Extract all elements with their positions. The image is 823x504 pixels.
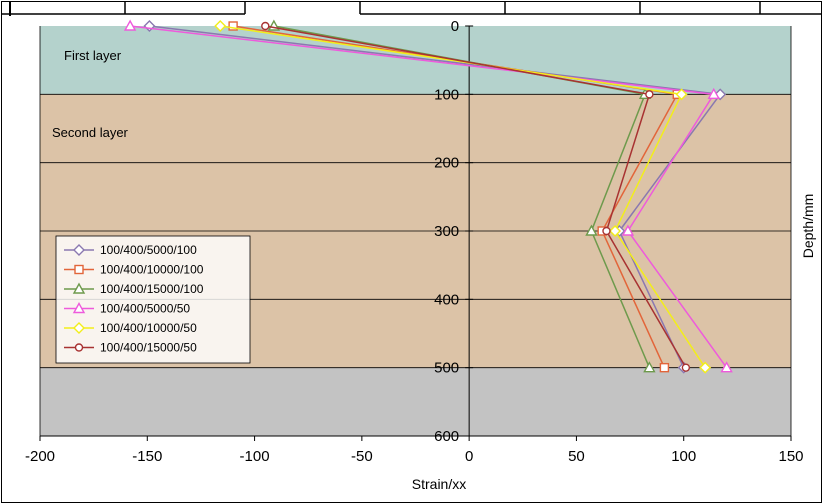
x-tick-label-3: -50	[351, 448, 373, 465]
series-3-point-1	[707, 87, 720, 100]
x-tick-label-7: 150	[778, 448, 803, 465]
series-3-point-2	[621, 224, 635, 236]
legend-label-5: 100/400/15000/50	[100, 341, 197, 355]
series-5	[261, 21, 691, 372]
legend-marker-5	[74, 343, 84, 352]
series-group	[123, 19, 733, 374]
legend: 100/400/5000/100 100/400/10000/100 100/400…	[55, 235, 251, 364]
series-3-point-3	[720, 361, 733, 373]
series-line-4	[220, 25, 706, 369]
y-tick-label-3: 300	[434, 223, 459, 240]
layer-label-1: Second layer	[52, 125, 129, 140]
series-5-point-0	[261, 21, 270, 31]
series-4-point-1	[675, 88, 688, 101]
series-4-point-0	[214, 20, 227, 32]
series-2-point-3	[643, 361, 656, 373]
series-5-point-2	[602, 226, 611, 236]
y-tick-label-1: 100	[434, 86, 459, 103]
x-tick-label-0: -200	[25, 448, 55, 465]
series-4-point-3	[699, 361, 712, 374]
series-line-0	[149, 25, 722, 368]
series-3-point-0	[123, 19, 137, 31]
layer-labels: First layer Second layer	[52, 48, 129, 140]
series-line-3	[130, 25, 728, 369]
legend-label-0: 100/400/5000/100	[100, 243, 197, 257]
legend-label-3: 100/400/5000/50	[100, 302, 190, 316]
series-5-point-1	[645, 90, 654, 99]
legend-label-4: 100/400/10000/50	[100, 321, 197, 335]
legend-marker-2	[72, 282, 86, 294]
x-tick-label-4: 0	[465, 448, 473, 465]
y-tick-label-4: 400	[434, 291, 459, 308]
layer-band-2	[40, 367, 791, 436]
legend-label-2: 100/400/15000/100	[100, 282, 204, 296]
x-axis-title: Strain/xx	[412, 476, 466, 492]
series-5-point-3	[681, 363, 691, 372]
legend-marker-4	[73, 322, 85, 334]
legend-marker-1	[74, 264, 84, 275]
series-4	[214, 20, 712, 374]
series-1-point-0	[228, 21, 238, 31]
y-axis-title: Depth/mm	[800, 194, 816, 259]
layer-label-0: First layer	[64, 48, 122, 63]
axes	[39, 25, 792, 441]
legend-marker-3	[72, 302, 86, 314]
legend-label-1: 100/400/10000/100	[100, 263, 204, 277]
y-tick-label-5: 500	[434, 360, 459, 377]
legend-box	[55, 235, 251, 364]
x-tick-label-2: -100	[240, 448, 270, 465]
y-tick-label-2: 200	[434, 155, 459, 172]
x-tick-label-1: -150	[132, 448, 162, 465]
tick-labels: -200 -150 -100 -50 0 50 100 150 0 100 200 300 400 500…	[25, 18, 804, 465]
y-tick-label-6: 600	[434, 428, 459, 445]
x-tick-label-5: 50	[568, 448, 585, 465]
x-tick-label-6: 100	[671, 448, 696, 465]
series-1-point-3	[659, 362, 670, 373]
y-tick-label-0: 0	[451, 18, 459, 35]
series-line-5	[265, 25, 687, 369]
legend-marker-0	[73, 244, 85, 256]
series-3	[123, 19, 733, 373]
series-4-point-2	[609, 225, 622, 237]
series-2-point-2	[585, 224, 598, 236]
